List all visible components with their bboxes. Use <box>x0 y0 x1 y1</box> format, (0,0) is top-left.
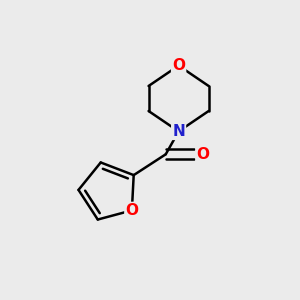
Text: O: O <box>172 58 185 73</box>
Text: O: O <box>196 147 209 162</box>
Text: O: O <box>125 203 138 218</box>
Text: N: N <box>172 124 185 139</box>
